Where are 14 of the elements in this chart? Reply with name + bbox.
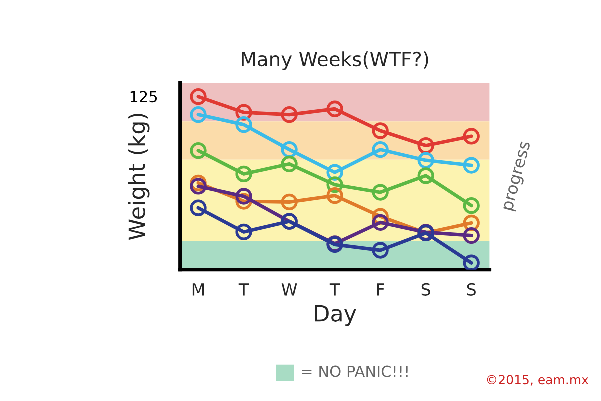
text: progress — [503, 141, 534, 212]
y-axis-title: Weight (kg) — [128, 114, 150, 240]
x-tick-label: M — [192, 284, 204, 296]
x-axis-title: Day — [315, 305, 356, 326]
text: 125 — [130, 91, 158, 103]
x-tick-label: S — [422, 283, 430, 296]
x-tick-label: W — [282, 284, 298, 296]
x-tick-label: T — [238, 284, 250, 296]
chart-title: Many Weeks(WTF?) — [242, 52, 428, 70]
x-tick-label: T — [330, 284, 340, 296]
text: ©2015, eam.mx — [487, 375, 589, 386]
text: = NO PANIC!!! — [302, 366, 408, 378]
x-tick-label: F — [377, 284, 384, 296]
x-tick-label: S — [467, 283, 476, 296]
